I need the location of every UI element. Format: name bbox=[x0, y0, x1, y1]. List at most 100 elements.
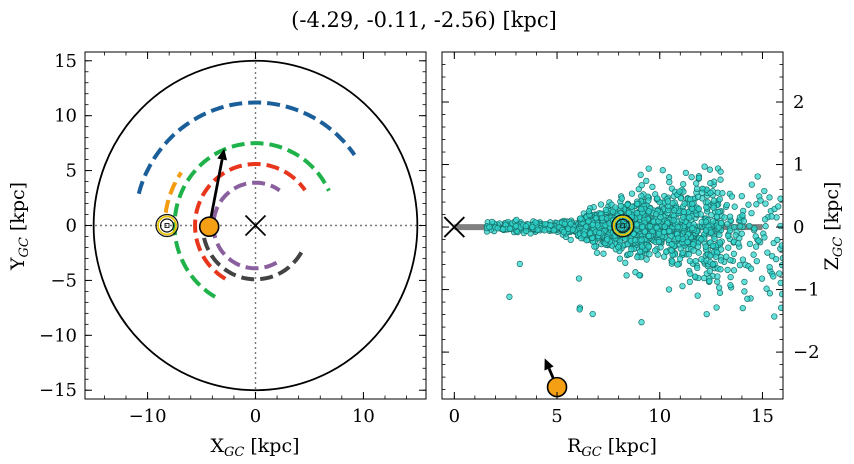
field-star bbox=[716, 231, 723, 238]
field-star bbox=[754, 173, 761, 180]
field-star bbox=[628, 246, 635, 253]
field-star bbox=[698, 256, 705, 263]
y-tick-label: 0 bbox=[793, 217, 804, 238]
field-star bbox=[694, 292, 701, 299]
field-star bbox=[766, 290, 774, 297]
sun-outer-ring bbox=[155, 213, 179, 238]
x-tick-label: 0 bbox=[449, 406, 460, 427]
left-overlay bbox=[155, 148, 267, 238]
field-star bbox=[710, 204, 717, 211]
field-star bbox=[706, 277, 713, 285]
field-star bbox=[661, 223, 669, 230]
field-star bbox=[761, 187, 768, 195]
field-star bbox=[694, 264, 701, 272]
field-star bbox=[697, 211, 704, 218]
y-tick-label: 15 bbox=[54, 51, 77, 72]
figure-title: (-4.29, -0.11, -2.56) [kpc] bbox=[291, 8, 557, 32]
right-axes-frame bbox=[441, 51, 784, 400]
y-tick-label: 1 bbox=[793, 155, 804, 176]
field-star bbox=[655, 230, 662, 238]
field-star bbox=[679, 249, 686, 256]
field-star bbox=[766, 263, 773, 271]
field-star bbox=[674, 261, 681, 268]
field-star bbox=[695, 205, 702, 213]
y-tick-label: 0 bbox=[66, 216, 77, 237]
spiral-arm bbox=[200, 220, 304, 282]
x-tick-label: 15 bbox=[751, 406, 774, 427]
field-star bbox=[516, 260, 523, 268]
field-star bbox=[585, 208, 593, 215]
field-star bbox=[716, 239, 723, 246]
field-star bbox=[716, 196, 723, 203]
field-star bbox=[638, 236, 645, 244]
field-star bbox=[700, 274, 708, 282]
x-tick-label: −10 bbox=[129, 406, 167, 427]
field-star bbox=[653, 224, 660, 231]
spiral-arm bbox=[193, 162, 307, 281]
field-star bbox=[542, 220, 549, 228]
field-star bbox=[565, 225, 572, 232]
field-star bbox=[710, 197, 718, 204]
field-star bbox=[777, 304, 783, 311]
field-star bbox=[674, 223, 681, 231]
field-star bbox=[701, 163, 708, 170]
right-plot-area bbox=[454, 163, 783, 326]
field-star bbox=[602, 206, 610, 214]
field-star bbox=[583, 223, 590, 230]
field-star bbox=[724, 266, 731, 274]
field-star bbox=[682, 169, 690, 177]
spiral-arm bbox=[211, 180, 281, 271]
field-star bbox=[779, 290, 783, 298]
field-star bbox=[589, 221, 596, 228]
sun-inner-ring bbox=[615, 218, 630, 233]
field-star bbox=[645, 243, 652, 250]
field-star bbox=[636, 272, 643, 279]
field-star bbox=[680, 181, 687, 188]
field-star bbox=[768, 213, 775, 220]
field-star bbox=[622, 259, 629, 266]
field-star bbox=[774, 236, 781, 244]
field-star bbox=[694, 243, 702, 250]
field-star bbox=[677, 195, 685, 202]
field-star bbox=[488, 218, 496, 226]
y-tick-label: −2 bbox=[793, 342, 820, 363]
field-star bbox=[752, 233, 759, 240]
field-star bbox=[638, 319, 645, 326]
field-star bbox=[657, 214, 664, 221]
field-star bbox=[764, 249, 771, 256]
field-star bbox=[766, 194, 773, 201]
x-tick-label: 10 bbox=[648, 406, 671, 427]
field-star bbox=[598, 214, 606, 222]
field-star bbox=[645, 208, 652, 215]
field-star bbox=[651, 247, 659, 254]
field-star bbox=[748, 181, 755, 188]
field-star bbox=[741, 288, 748, 295]
left-panel: −10 0 10 −15 −10 −5 0 5 10 15 XGC [kpc] YGC [kpc] bbox=[7, 51, 427, 460]
field-star bbox=[724, 220, 731, 228]
field-star bbox=[691, 273, 699, 280]
right-overlay bbox=[443, 214, 635, 398]
object-marker bbox=[198, 216, 220, 238]
y-tick-label: 5 bbox=[66, 161, 77, 182]
sun-gold-ring bbox=[157, 215, 177, 236]
right-x-axis-label: RGC [kpc] bbox=[567, 435, 657, 460]
field-star bbox=[645, 197, 652, 204]
field-star bbox=[649, 183, 656, 191]
field-star bbox=[740, 218, 748, 225]
spiral-arm bbox=[172, 141, 331, 299]
field-star bbox=[585, 218, 592, 225]
field-star bbox=[716, 289, 724, 296]
field-star bbox=[777, 279, 783, 287]
field-star bbox=[706, 166, 714, 173]
left-y-axis-label: YGC [kpc] bbox=[7, 182, 32, 271]
field-star bbox=[643, 177, 650, 185]
field-star bbox=[560, 228, 568, 236]
field-star bbox=[645, 232, 653, 240]
y-tick-label: −5 bbox=[50, 270, 77, 291]
field-star bbox=[604, 236, 611, 243]
field-star bbox=[751, 225, 758, 232]
field-star bbox=[499, 226, 507, 233]
field-star bbox=[664, 198, 672, 205]
field-star bbox=[712, 253, 720, 260]
